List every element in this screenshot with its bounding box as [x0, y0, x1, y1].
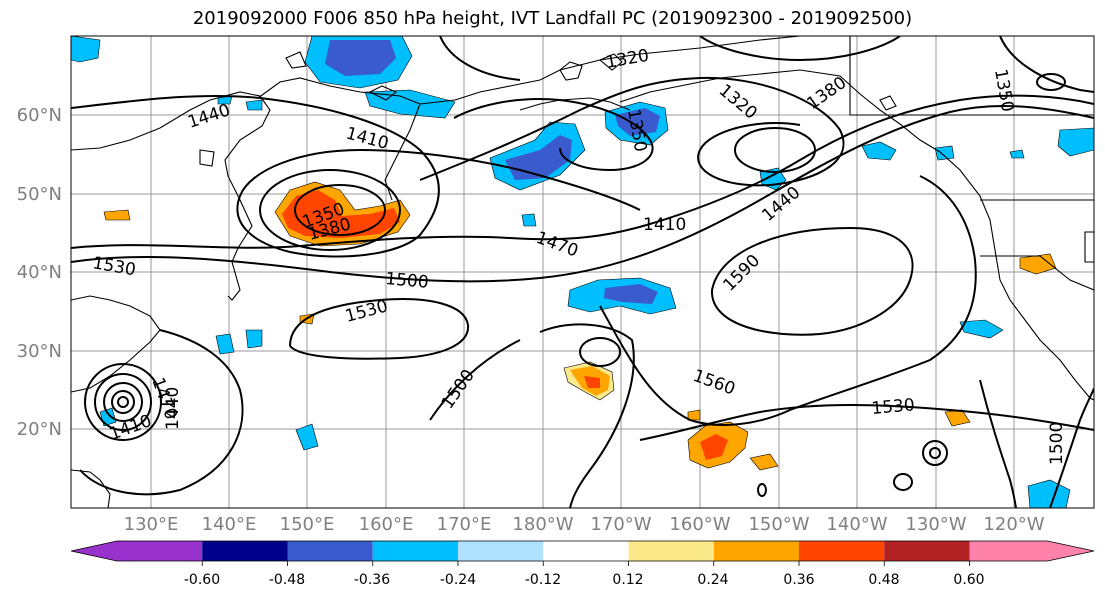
lon-label: 140°E — [202, 514, 257, 535]
lon-label: 150°W — [748, 514, 809, 535]
lon-label: 130°W — [905, 514, 966, 535]
colorbar-tick-label: 0.36 — [783, 572, 814, 588]
colorbar-bin — [713, 541, 799, 561]
colorbar-tick-label: -0.36 — [354, 572, 390, 588]
lon-label: 170°E — [437, 514, 492, 535]
colorbar-tick-label: -0.60 — [184, 572, 220, 588]
lat-label: 30°N — [17, 341, 62, 362]
lon-label: 180°W — [512, 514, 573, 535]
lon-label: 130°E — [124, 514, 179, 535]
colorbar-right-extension — [1047, 541, 1094, 561]
lon-label: 150°E — [280, 514, 335, 535]
colorbar-bin — [628, 541, 714, 561]
colorbar: -0.60 -0.48 -0.36 -0.24 -0.12 0.12 0.24 … — [70, 540, 1095, 588]
lon-label: 160°E — [359, 514, 414, 535]
lat-label: 40°N — [17, 262, 62, 283]
colorbar-bin — [372, 541, 458, 561]
height-contours — [71, 36, 1094, 508]
contour-label: 1500 — [1047, 422, 1067, 465]
longitude-labels: 130°E 140°E 150°E 160°E 170°E 180°W 170°… — [124, 514, 1045, 535]
colorbar-bin — [884, 541, 970, 561]
latitude-labels: 60°N 50°N 40°N 30°N 20°N — [17, 105, 62, 440]
contour-label: 1410 — [643, 215, 686, 235]
colorbar-bin — [543, 541, 629, 561]
colorbar-tick-label: 0.12 — [612, 572, 643, 588]
colorbar-bin — [969, 541, 1048, 561]
colorbar-tick-label: -0.24 — [440, 572, 476, 588]
contour-label: 1440 — [163, 387, 183, 430]
ivt-positive-shading — [103, 181, 1057, 471]
contour-label: 1530 — [871, 395, 916, 419]
map-frame — [70, 35, 1095, 509]
colorbar-tick-label: 0.24 — [697, 572, 728, 588]
colorbar-left-extension — [71, 541, 117, 561]
lon-label: 160°W — [669, 514, 730, 535]
colorbar-bin — [799, 541, 885, 561]
colorbar-bin — [202, 541, 288, 561]
colorbar-bin — [458, 541, 544, 561]
map-title: 2019092000 F006 850 hPa height, IVT Land… — [192, 8, 913, 29]
lat-label: 60°N — [17, 105, 62, 126]
colorbar-outline — [70, 540, 1095, 562]
lon-label: 120°W — [983, 514, 1044, 535]
colorbar-bin — [287, 541, 373, 561]
lat-label: 50°N — [17, 184, 62, 205]
colorbar-tick-label: 0.48 — [868, 572, 899, 588]
colorbar-tick-label: 0.60 — [953, 572, 984, 588]
colorbar-tick-label: -0.12 — [525, 572, 561, 588]
ivt-negative-shading — [71, 36, 1094, 508]
contour-label: 1500 — [385, 269, 430, 293]
lon-label: 170°W — [590, 514, 651, 535]
lon-label: 140°W — [826, 514, 887, 535]
lat-label: 20°N — [17, 419, 62, 440]
colorbar-tick-label: -0.48 — [269, 572, 305, 588]
colorbar-bin — [117, 541, 203, 561]
